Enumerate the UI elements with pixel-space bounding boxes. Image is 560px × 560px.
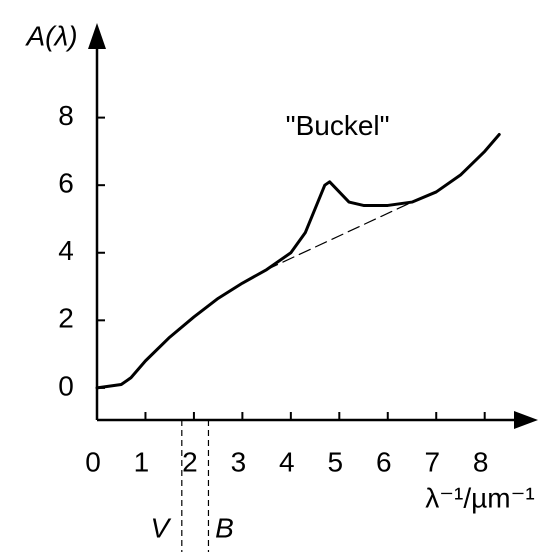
curve-line	[95, 132, 501, 390]
y-tick-label: 8	[58, 100, 74, 131]
x-tick-label: 2	[182, 446, 198, 477]
annotation: "Buckel"	[286, 110, 390, 141]
y-tick-label: 0	[58, 370, 74, 401]
y-tick-label: 6	[58, 168, 74, 199]
baseline-line	[266, 201, 413, 271]
marker-label: V	[150, 512, 171, 543]
y-axis-label: A(λ)	[24, 20, 77, 51]
x-tick-label: 8	[473, 446, 489, 477]
x-axis-label: λ⁻¹/µm⁻¹	[425, 482, 534, 513]
x-axis-arrow	[514, 411, 538, 429]
x-tick-label: 0	[85, 446, 101, 477]
y-tick-label: 4	[58, 235, 74, 266]
x-tick-label: 4	[279, 446, 295, 477]
y-axis-arrow	[88, 23, 106, 49]
x-tick-label: 6	[376, 446, 392, 477]
x-tick-label: 7	[424, 446, 440, 477]
x-tick-label: 3	[231, 446, 247, 477]
x-tick-label: 5	[328, 446, 344, 477]
marker-label: B	[215, 512, 234, 543]
y-tick-label: 2	[58, 303, 74, 334]
x-tick-label: 1	[134, 446, 150, 477]
